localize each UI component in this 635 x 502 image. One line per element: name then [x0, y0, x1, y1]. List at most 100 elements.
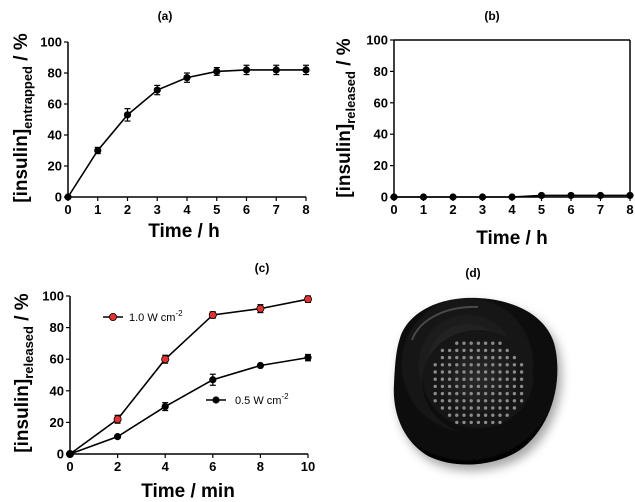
- microneedle: [469, 355, 473, 360]
- y-axis-title-sub-a: entrapped: [20, 66, 35, 129]
- microneedle: [512, 363, 517, 367]
- microneedle: [491, 355, 495, 360]
- microneedle: [512, 377, 517, 381]
- legend-label-2: 0.5 W cm-2: [235, 392, 289, 407]
- microneedle: [491, 341, 495, 345]
- microneedle: [491, 370, 495, 374]
- microneedle: [519, 384, 524, 389]
- microneedle: [462, 363, 466, 367]
- x-axis-title-c: Time / min: [141, 481, 235, 502]
- photo-panel-d: (d): [384, 266, 564, 476]
- microneedle: [455, 384, 459, 389]
- x-tick-label-1-3: 3: [479, 202, 486, 217]
- microneedle: [498, 406, 502, 410]
- microneedle: [505, 406, 509, 410]
- x-tick-label-1-8: 8: [626, 202, 633, 217]
- microneedle: [476, 363, 481, 367]
- microneedle: [440, 370, 445, 374]
- y-tick-label-0-40: 40: [48, 128, 62, 143]
- microneedle: [469, 399, 473, 403]
- y-tick-label-0-0: 0: [55, 190, 62, 205]
- microneedle: [519, 370, 524, 374]
- microneedle: [469, 413, 473, 417]
- microneedle: [491, 363, 495, 367]
- data-point-0-0-4: [183, 74, 191, 82]
- microneedle: [455, 355, 459, 360]
- chart-panel-c: (c) [insulin]released / % Time / min 1.0…: [12, 261, 289, 502]
- microneedle: [440, 406, 445, 410]
- data-point-1-0-2: [449, 193, 457, 201]
- microneedle: [455, 406, 459, 410]
- y-axis-title-unit-c: / %: [12, 293, 33, 326]
- data-point-0-0-7: [272, 66, 280, 74]
- microneedle: [476, 399, 481, 403]
- microneedle-patch-photo: [393, 297, 558, 465]
- x-tick-label-1-1: 1: [420, 202, 427, 217]
- y-tick-label-0-60: 60: [48, 97, 62, 112]
- y-tick-label-1-80: 80: [374, 64, 388, 79]
- svg-text:[insulin]entrapped / %: [insulin]entrapped / %: [11, 33, 35, 203]
- microneedle: [455, 391, 459, 396]
- y-axis-title-c: [insulin]released / %: [12, 293, 36, 452]
- y-axis-title-unit-b: / %: [334, 38, 355, 71]
- microneedle: [505, 363, 509, 367]
- microneedle: [455, 377, 459, 381]
- microneedle: [491, 406, 495, 410]
- data-point-2-0-3: [208, 310, 217, 319]
- microneedle: [491, 377, 495, 381]
- microneedle: [433, 363, 437, 367]
- y-tick-label-2-100: 100: [42, 289, 64, 304]
- y-axis-title-main-b: [insulin]: [334, 124, 355, 198]
- microneedle: [483, 384, 488, 389]
- y-tick-label-1-20: 20: [374, 158, 388, 173]
- y-tick-label-1-60: 60: [374, 95, 388, 110]
- microneedle: [455, 399, 459, 403]
- legend-item-2: 0.5 W cm-2: [206, 392, 289, 407]
- microneedle: [483, 420, 488, 425]
- data-point-0-0-2: [123, 111, 132, 119]
- data-point-2-0-2: [161, 355, 170, 364]
- x-tick-label-0-2: 2: [124, 202, 131, 217]
- microneedle: [476, 341, 481, 345]
- microneedle: [440, 391, 445, 396]
- legend-c: 1.0 W cm-2 0.5 W cm-2: [103, 309, 289, 407]
- microneedle: [462, 420, 466, 425]
- x-axis-title-b: Time / h: [476, 228, 547, 249]
- microneedle: [498, 363, 502, 367]
- microneedle: [483, 377, 488, 381]
- microneedle: [462, 370, 466, 374]
- microneedle: [447, 391, 452, 396]
- svg-text:[insulin]released / %: [insulin]released / %: [12, 293, 36, 452]
- y-axis-title-unit-a: / %: [11, 33, 32, 66]
- data-point-2-1-1: [114, 433, 122, 441]
- microneedle: [512, 391, 517, 396]
- microneedle: [455, 341, 459, 345]
- microneedle: [433, 377, 437, 381]
- x-tick-label-0-6: 6: [243, 202, 250, 217]
- microneedle: [476, 355, 481, 360]
- legend-marker-1: [109, 312, 118, 321]
- x-tick-label-1-5: 5: [538, 202, 545, 217]
- microneedle: [483, 370, 488, 374]
- microneedle: [476, 420, 481, 425]
- microneedle: [440, 363, 445, 367]
- data-point-1-0-0: [390, 193, 398, 201]
- microneedle: [491, 391, 495, 396]
- y-tick-label-0-100: 100: [40, 35, 62, 50]
- microneedle: [476, 384, 481, 389]
- x-tick-label-2-0: 0: [66, 459, 73, 474]
- microneedle: [462, 377, 466, 381]
- microneedle: [498, 348, 502, 353]
- microneedle: [469, 348, 473, 353]
- y-axis-title-main-c: [insulin]: [12, 379, 33, 453]
- microneedle: [476, 391, 481, 396]
- chart-panel-a: (a) [insulin]entrapped / % Time / h: [11, 9, 220, 242]
- microneedle: [433, 370, 437, 374]
- microneedle: [498, 420, 502, 425]
- microneedle: [483, 348, 488, 353]
- microneedle: [462, 406, 466, 410]
- y-tick-label-2-60: 60: [50, 352, 64, 367]
- legend-marker-2: [212, 396, 220, 404]
- y-tick-label-2-40: 40: [50, 383, 64, 398]
